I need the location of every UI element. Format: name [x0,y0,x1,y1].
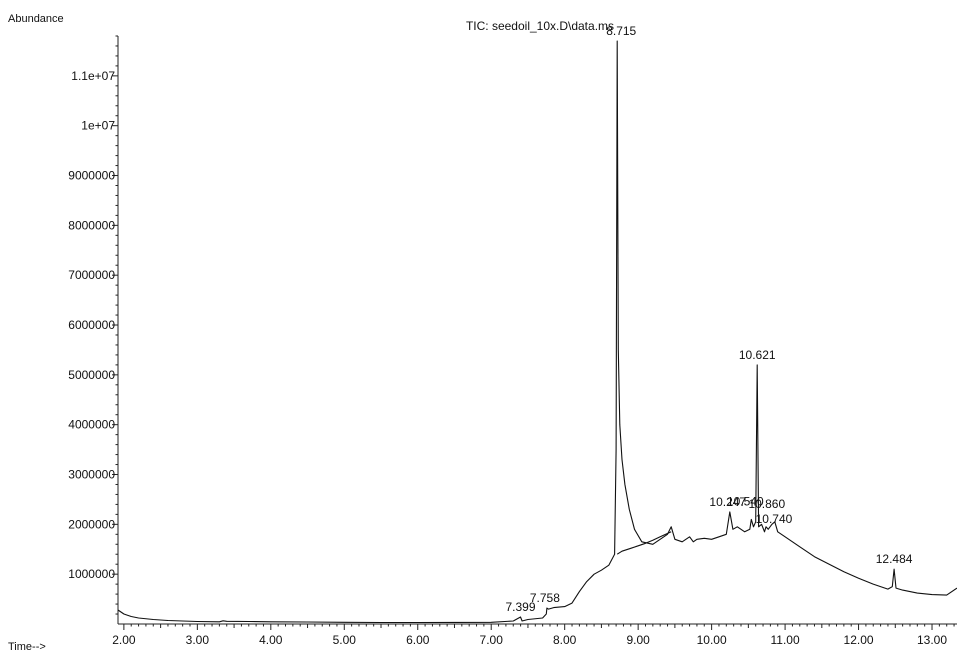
x-tick-label: 5.00 [333,633,357,647]
y-tick-label: 1.1e+07 [71,69,115,83]
series-line-1 [616,531,672,555]
peak-label: 7.399 [506,600,536,614]
peak-label: 10.247 [709,495,746,509]
y-tick-label: 4000000 [68,418,115,432]
x-axis-label: Time--> [8,641,46,653]
y-tick-label: 7000000 [68,268,115,282]
x-tick-label: 8.00 [553,633,577,647]
y-tick-label: 5000000 [68,368,115,382]
x-tick-label: 12.00 [844,633,874,647]
peak-label: 7.758 [530,591,560,605]
x-tick-label: 2.00 [112,633,136,647]
y-tick-label: 1e+07 [81,119,115,133]
x-tick-label: 4.00 [259,633,283,647]
y-tick-label: 6000000 [68,318,115,332]
x-tick-label: 9.00 [626,633,650,647]
x-tick-label: 13.00 [917,633,947,647]
x-tick-label: 11.00 [771,633,800,647]
x-tick-label: 3.00 [186,633,210,647]
y-tick-label: 2000000 [68,517,115,531]
peak-label: 8.715 [606,24,636,38]
y-tick-label: 1000000 [68,567,115,581]
chart-title: TIC: seedoil_10x.D\data.ms [466,19,614,33]
peak-label: 10.740 [756,512,793,526]
x-tick-label: 6.00 [406,633,430,647]
peak-label: 10.860 [748,497,785,511]
y-tick-label: 8000000 [68,218,115,232]
peak-label: 12.484 [876,552,913,566]
x-tick-label: 10.00 [697,633,727,647]
series-group [117,40,957,624]
peak-label: 10.621 [739,348,776,362]
y-axis-label: Abundance [8,13,64,25]
series-line-0 [117,40,957,624]
x-tick-label: 7.00 [480,633,504,647]
y-tick-label: 9000000 [68,169,115,183]
y-tick-label: 3000000 [68,468,115,482]
ticks: 2.00 3.00 4.00 5.00 6.00 7.00 8.00 9.00 10.00 11.… [68,35,955,647]
peak-label: 10.540 [727,494,764,508]
axes [117,36,957,625]
peak-labels: 7.3997.7588.71510.24710.54010.62110.7401… [506,24,913,614]
